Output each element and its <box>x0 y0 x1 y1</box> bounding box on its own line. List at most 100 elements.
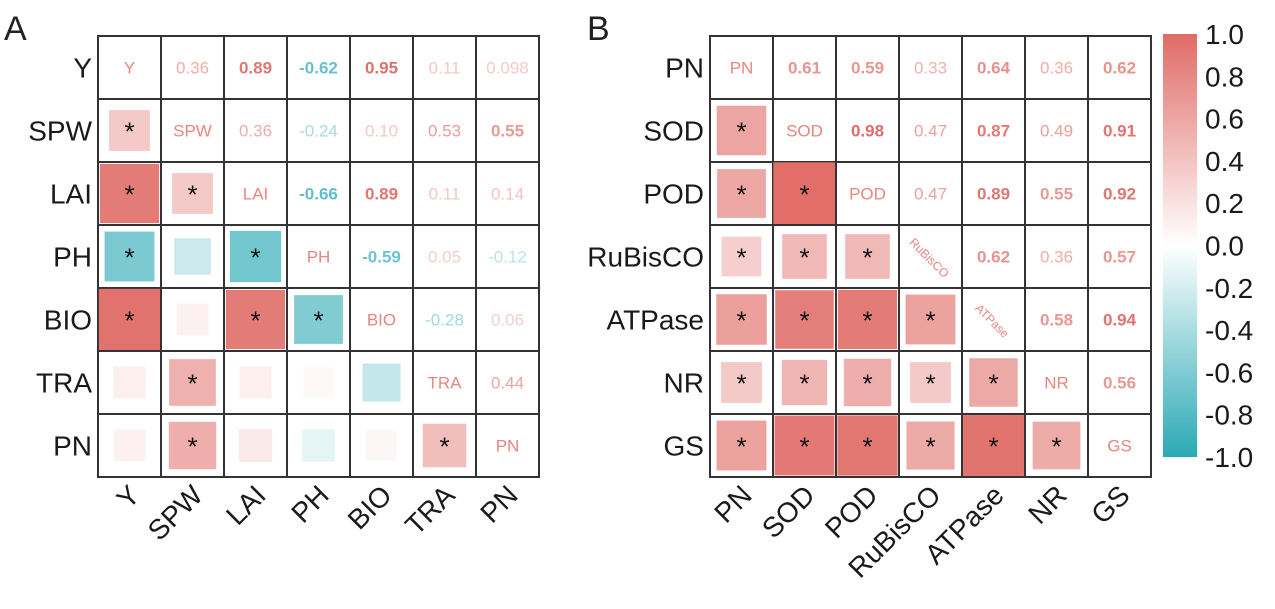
coefficient-label: 0.57 <box>1103 248 1136 267</box>
cell-1-3 <box>898 98 963 163</box>
column-label: BIO <box>342 479 398 535</box>
significance-star: * <box>736 369 746 399</box>
column-label: GS <box>1085 479 1136 530</box>
cell-3-5 <box>412 224 477 289</box>
significance-star: * <box>799 306 809 336</box>
heat-square-3-1 <box>782 234 827 279</box>
cell-0-5 <box>1024 35 1089 100</box>
coefficient-label: 0.47 <box>914 185 947 204</box>
coefficient-label: 0.64 <box>977 59 1011 78</box>
coefficient-label: 0.55 <box>491 122 524 141</box>
significance-star: * <box>799 369 809 399</box>
cell-3-3 <box>898 224 963 289</box>
heat-square-2-1 <box>773 162 836 225</box>
cell-1-1 <box>772 98 837 163</box>
cell-3-5 <box>1024 224 1089 289</box>
colorbar-tick-label: 0.2 <box>1205 188 1244 219</box>
coefficient-label: 0.11 <box>429 59 461 78</box>
cell-4-5 <box>1024 287 1089 352</box>
colorbar-tick-label: 0.8 <box>1205 61 1244 92</box>
coefficient-label: -0.59 <box>362 248 401 267</box>
coefficient-label: 0.91 <box>1103 122 1136 141</box>
colorbar-tick-label: 0.6 <box>1205 104 1244 135</box>
heat-square-5-4 <box>362 363 401 402</box>
heat-square-4-1 <box>176 303 209 336</box>
colorbar-tick-label: -0.6 <box>1205 357 1253 388</box>
colorbar-tick-label: 0.4 <box>1205 146 1244 177</box>
heat-square-6-3 <box>906 421 955 470</box>
coefficient-label: -0.24 <box>299 122 338 141</box>
coefficient-label: 0.89 <box>365 185 398 204</box>
panel-a: A Y 0.36 0.89 -0.62 0.95 0.11 0.098 * SPW 0.36 -0.… <box>4 10 540 546</box>
cell-2-5 <box>1024 161 1089 226</box>
colorbar-tick-label: -0.8 <box>1205 400 1253 431</box>
coefficient-label: 0.55 <box>1040 185 1073 204</box>
cell-2-6 <box>1087 161 1152 226</box>
row-label: PH <box>53 242 92 273</box>
heat-square-4-3 <box>905 294 956 345</box>
diagonal-label: TRA <box>428 374 463 393</box>
row-label: POD <box>643 179 704 210</box>
significance-star: * <box>736 117 746 147</box>
coefficient-label: 0.11 <box>429 185 461 204</box>
significance-star: * <box>799 180 809 210</box>
column-label: NR <box>1022 479 1073 530</box>
cell-1-0 <box>97 98 162 163</box>
heat-square-4-0 <box>716 294 767 345</box>
heat-square-4-1 <box>775 290 834 349</box>
coefficient-label: 0.92 <box>1103 185 1136 204</box>
significance-star: * <box>313 306 323 336</box>
colorbar-tick-label: 0.0 <box>1205 231 1244 262</box>
heat-square-2-0 <box>99 163 160 224</box>
cell-1-4 <box>349 98 414 163</box>
coefficient-label: -0.62 <box>299 59 338 78</box>
significance-star: * <box>736 306 746 336</box>
coefficient-label: 0.14 <box>491 185 524 204</box>
cell-6-6 <box>1087 413 1152 478</box>
heat-square-4-0 <box>98 288 161 351</box>
significance-star: * <box>862 432 872 462</box>
column-label: TRA <box>399 479 461 541</box>
heat-square-5-1 <box>169 359 216 406</box>
panel-b: B PN 0.61 0.59 0.33 0.64 0.36 0.62 * SOD 0.98 0.47… <box>587 10 1152 584</box>
diagonal-label: SPW <box>173 122 212 141</box>
significance-star: * <box>925 306 935 336</box>
coefficient-label: 0.47 <box>914 122 947 141</box>
coefficient-label: 0.44 <box>491 374 524 393</box>
coefficient-label: 0.87 <box>977 122 1010 141</box>
heat-square-5-3 <box>910 362 951 403</box>
cell-6-6 <box>475 413 540 478</box>
heat-square-5-3 <box>303 367 334 398</box>
cell-1-2 <box>835 98 900 163</box>
significance-star: * <box>925 432 935 462</box>
coefficient-label: -0.28 <box>425 311 464 330</box>
significance-star: * <box>988 432 998 462</box>
coefficient-label: 0.06 <box>491 311 524 330</box>
row-label: PN <box>53 431 92 462</box>
cell-3-4 <box>961 224 1026 289</box>
cell-0-0 <box>97 35 162 100</box>
cell-0-1 <box>160 35 225 100</box>
cell-4-6 <box>1087 287 1152 352</box>
heat-square-6-3 <box>302 429 335 462</box>
coefficient-label: 0.62 <box>1103 59 1136 78</box>
heat-square-6-4 <box>366 430 397 461</box>
significance-star: * <box>439 432 449 462</box>
significance-star: * <box>736 432 746 462</box>
row-label: ATPase <box>606 305 704 336</box>
heat-square-2-1 <box>172 173 213 214</box>
colorbar-tick-label: -0.4 <box>1205 315 1253 346</box>
coefficient-label: 0.98 <box>851 122 884 141</box>
coefficient-label: 0.59 <box>851 59 884 78</box>
diagonal-label: PN <box>496 437 520 456</box>
diagonal-label: PN <box>730 59 754 78</box>
cell-4-4 <box>349 287 414 352</box>
significance-star: * <box>988 369 998 399</box>
heat-square-5-0 <box>721 362 762 403</box>
cell-0-2 <box>835 35 900 100</box>
significance-star: * <box>736 243 746 273</box>
cell-2-3 <box>286 161 351 226</box>
coefficient-label: 0.61 <box>788 59 821 78</box>
cell-1-6 <box>475 98 540 163</box>
